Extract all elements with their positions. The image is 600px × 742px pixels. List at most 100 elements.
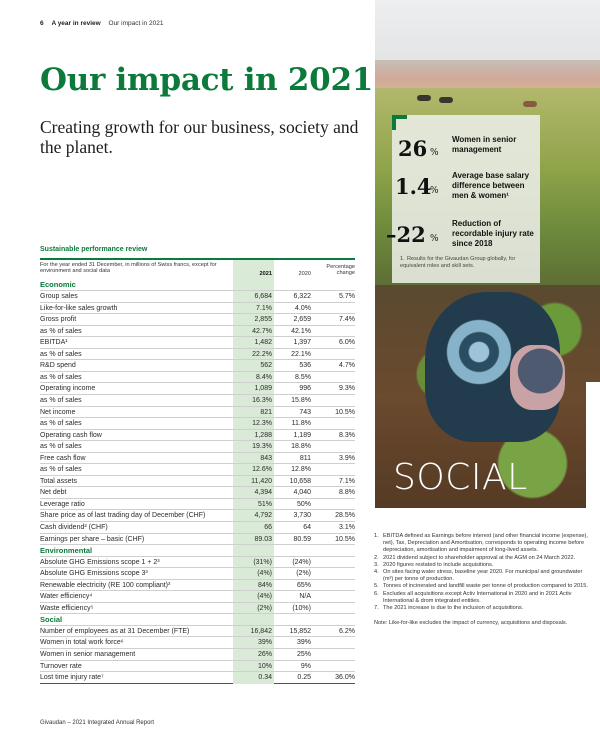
like-for-like-note: Note: Like-for-like excludes the impact … — [374, 620, 568, 627]
value-2021: 19.3% — [252, 443, 272, 451]
value-change: 10.5% — [335, 535, 355, 543]
highlight-salary-gap: 1.4 % Average base salary difference bet… — [395, 164, 538, 200]
row-label: Absolute GHG Emissions scope 1 + 2³ — [40, 558, 160, 566]
value-2020: 80.59 — [293, 535, 311, 543]
footnote: 2. 2021 dividend subject to shareholder a… — [374, 555, 594, 562]
row-label: Group sales — [40, 293, 78, 301]
row-label: EBITDA¹ — [40, 339, 68, 347]
row-label: Share price as of last trading day of De… — [40, 512, 206, 520]
value-change — [313, 557, 355, 568]
value-change — [313, 349, 355, 360]
value-change: 3.1% — [339, 523, 355, 531]
table-row: as % of sales 42.7% 42.1% — [40, 324, 355, 337]
value-2020: 8.5% — [295, 373, 311, 381]
value-2021: 22.2% — [252, 350, 272, 358]
value-change — [313, 580, 355, 591]
value-2020: 743 — [299, 408, 311, 416]
highlight-value: 1.4 — [395, 174, 432, 199]
category-label: Economic — [40, 279, 76, 289]
photo-hills — [375, 60, 600, 90]
table-row: Like-for-like sales growth 7.1% 4.0% — [40, 301, 355, 314]
row-label: as % of sales — [40, 373, 82, 381]
column-header-2021: 2021 — [259, 270, 272, 277]
value-change — [313, 418, 355, 429]
value-change — [313, 499, 355, 510]
footnote-number: 6. — [374, 590, 379, 597]
footnote-number: 3. — [374, 561, 379, 568]
value-change — [313, 649, 355, 660]
row-label: Operating cash flow — [40, 431, 102, 439]
value-2021: (31%) — [253, 558, 272, 566]
value-change — [313, 637, 355, 648]
category-label: Environmental — [40, 546, 93, 556]
highlight-label: Average base salary difference between m… — [452, 171, 530, 200]
value-change — [313, 591, 355, 602]
row-label: Women in senior management — [40, 651, 136, 658]
value-2020: (24%) — [292, 558, 311, 566]
highlight-label: Women in senior management — [452, 135, 517, 154]
footnote-list: 1. EBITDA defined as Earnings before inte… — [374, 533, 594, 612]
table-row: R&D spend 562 536 4.7% — [40, 359, 355, 371]
row-label: Water efficiency⁴ — [40, 593, 93, 601]
highlight-value: 26 — [398, 136, 428, 161]
table-row: as % of sales 8.4% 8.5% — [40, 370, 355, 383]
row-label: as % of sales — [40, 396, 82, 404]
value-2020: 42.1% — [291, 327, 311, 335]
value-2021: (4%) — [257, 570, 272, 578]
row-label: Cash dividend² (CHF) — [40, 523, 108, 531]
row-label: as % of sales — [40, 443, 82, 451]
table-caption: For the year ended 31 December, in milli… — [40, 261, 217, 275]
photo-worker-head — [510, 345, 565, 410]
value-2020: 15.8% — [291, 396, 311, 404]
value-2021: 42.7% — [252, 327, 272, 335]
value-change: 5.7% — [339, 293, 355, 301]
value-change — [313, 661, 355, 672]
value-2021: 11,420 — [251, 477, 272, 485]
row-label: Net debt — [40, 489, 67, 497]
value-change: 36.0% — [335, 674, 355, 682]
photo-caption: SOCIAL — [393, 457, 528, 498]
value-2021: 26% — [257, 651, 272, 658]
footnote-number: 2. — [374, 554, 379, 561]
row-label: Number of employees as at 31 December (F… — [40, 627, 190, 635]
table-row: Total assets 11,420 10,658 7.1% — [40, 474, 355, 487]
page-number: 6 — [40, 20, 44, 27]
highlight-injury-rate: –22 % Reduction of recordable injury rat… — [386, 212, 538, 248]
row-label: R&D spend — [40, 362, 76, 370]
value-2021: 16,842 — [250, 627, 272, 635]
row-label: as % of sales — [40, 466, 82, 474]
value-2021: 0.34 — [258, 674, 272, 682]
value-2020: 4.0% — [295, 304, 311, 312]
table-row: Free cash flow 843 811 3.9% — [40, 451, 355, 464]
value-2020: 12.8% — [291, 466, 311, 474]
footnote: 1. EBITDA defined as Earnings before inte… — [374, 533, 594, 555]
value-2021: 66 — [264, 523, 272, 531]
table-top-rule — [40, 258, 355, 260]
photo-animal — [439, 97, 453, 103]
value-change — [313, 441, 355, 452]
table-row: Absolute GHG Emissions scope 1 + 2³ (31%)… — [40, 555, 355, 568]
table-title: Sustainable performance review — [40, 246, 148, 253]
value-2020: 536 — [299, 362, 311, 370]
value-2020: 1,189 — [293, 431, 311, 439]
value-change — [313, 372, 355, 383]
column-header-2020: 2020 — [298, 270, 311, 277]
table-row: Absolute GHG Emissions scope 3³ (4%) (2%) — [40, 567, 355, 579]
value-2021: 843 — [260, 454, 272, 462]
footnote-number: 1. — [374, 533, 379, 539]
table-row: Turnover rate 10% 9% — [40, 659, 355, 672]
value-change: 3.9% — [339, 454, 355, 462]
value-2021: 84% — [257, 581, 272, 589]
value-change: 4.7% — [339, 362, 355, 370]
value-2020: N/A — [299, 593, 311, 601]
table-row: Lost time injury rate⁷ 0.34 0.25 36.0% — [40, 671, 355, 683]
page-subtitle: Creating growth for our business, societ… — [40, 117, 359, 157]
value-2020: 4,040 — [293, 489, 311, 497]
value-2021: 821 — [260, 408, 272, 416]
value-2021: (4%) — [257, 593, 272, 601]
row-label: Total assets — [40, 477, 77, 485]
table-row: Leverage ratio 51% 50% — [40, 497, 355, 510]
table-row: Women in senior management 26% 25% — [40, 648, 355, 660]
footnote: 6. Excludes all acquisitions except Activ… — [374, 591, 594, 605]
performance-table: For the year ended 31 December, in milli… — [40, 258, 355, 685]
